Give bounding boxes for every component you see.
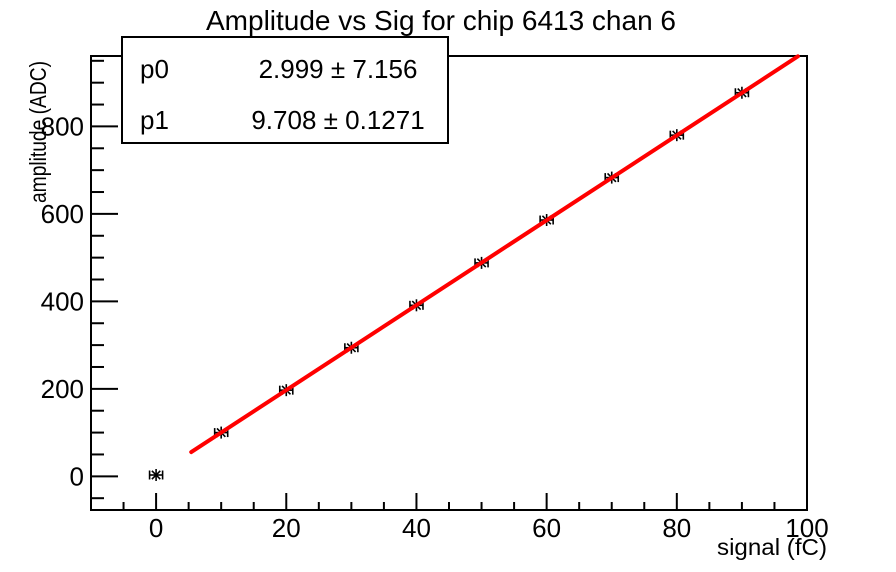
y-tick-label: 0: [70, 461, 84, 491]
stats-param-p1: p1: [140, 105, 169, 135]
y-axis-title: amplitude (ADC): [25, 61, 51, 203]
fit-line: [189, 54, 800, 455]
y-tick-label: 800: [41, 111, 84, 141]
asterisk-marker: [151, 470, 161, 480]
x-tick-label: 20: [272, 513, 301, 543]
stats-box: p0 2.999 ± 7.156 p1 9.708 ± 0.1271: [121, 36, 449, 144]
x-tick-label: 100: [785, 513, 828, 543]
x-tick-label: 40: [402, 513, 431, 543]
x-tick-label: 0: [149, 513, 163, 543]
stats-value-p0: 2.999 ± 7.156: [259, 54, 418, 84]
axis-tick-labels: 0 20 40 60 80 100 0 200 400 600 800: [41, 111, 829, 543]
axis-ticks: [91, 59, 808, 510]
chart-title: Amplitude vs Sig for chip 6413 chan 6: [206, 5, 676, 36]
fit-line-segment: [189, 54, 800, 455]
stats-value-p1: 9.708 ± 0.1271: [251, 105, 424, 135]
data-point: [148, 469, 164, 482]
stats-param-p0: p0: [140, 54, 169, 84]
y-tick-label: 400: [41, 286, 84, 316]
y-tick-label: 600: [41, 199, 84, 229]
x-tick-label: 60: [532, 513, 561, 543]
y-tick-label: 200: [41, 374, 84, 404]
x-tick-label: 80: [662, 513, 691, 543]
x-axis-title: signal (fC): [717, 534, 827, 560]
stats-box-border: [121, 36, 449, 144]
